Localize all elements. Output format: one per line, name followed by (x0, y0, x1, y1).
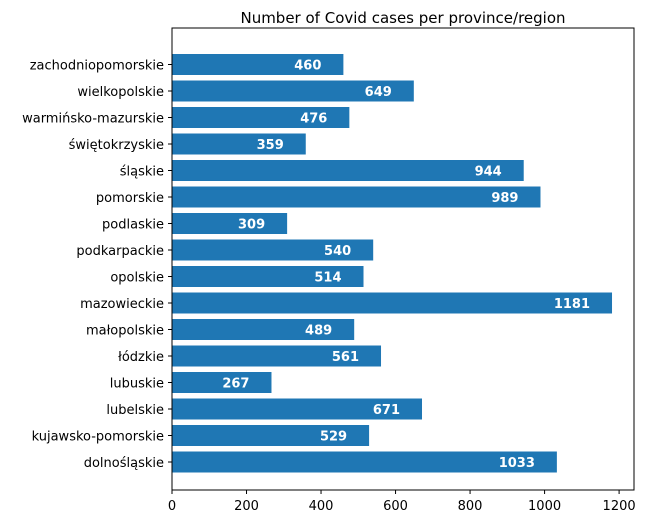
bars-layer (172, 54, 613, 473)
bar-value-label: 476 (300, 112, 327, 127)
plot-frame (171, 27, 635, 491)
bar-value-label: 359 (257, 138, 284, 153)
bar-value-label: 989 (491, 191, 518, 206)
bar-value-label: 1181 (554, 297, 590, 312)
category-label: warmińsko-mazurskie (22, 112, 164, 127)
bar-value-label: 529 (320, 430, 347, 445)
bar-value-label: 1033 (499, 456, 535, 471)
category-label: świętokrzyskie (69, 138, 164, 153)
bar (172, 54, 344, 75)
category-label: pomorskie (96, 191, 164, 206)
bar (172, 107, 350, 128)
bar-value-label: 561 (332, 350, 359, 365)
x-tick-label: 800 (458, 499, 483, 514)
category-label: mazowieckie (80, 297, 164, 312)
bar-value-label: 514 (314, 271, 341, 286)
x-tick-label: 600 (383, 499, 408, 514)
category-label: łódzkie (118, 350, 164, 365)
category-label: opolskie (110, 271, 164, 286)
x-tick-label: 400 (309, 499, 334, 514)
bar (172, 451, 557, 473)
x-tick-label: 200 (234, 499, 259, 514)
bar (172, 319, 355, 340)
axes-layer: dolnośląskie kujawsko-pomorskie lubelskie l… (22, 59, 636, 515)
x-tick-label: 0 (168, 499, 176, 514)
category-label: lubuskie (110, 377, 164, 392)
bar (172, 133, 306, 155)
category-label: zachodniopomorskie (30, 59, 164, 74)
category-label: podlaskie (102, 218, 164, 233)
bar (172, 345, 382, 367)
x-tick-label: 1200 (603, 499, 636, 514)
bar (172, 160, 524, 181)
bar-value-label: 944 (475, 165, 502, 180)
bar-value-label: 309 (238, 218, 265, 233)
bar-value-label: 489 (305, 324, 332, 339)
bar-value-label: 649 (365, 85, 392, 100)
category-label: wielkopolskie (77, 85, 164, 100)
bar (172, 398, 423, 420)
x-tick-label: 1000 (528, 499, 561, 514)
bar (172, 239, 374, 261)
category-label: małopolskie (86, 324, 164, 339)
category-label: podkarpackie (76, 244, 164, 259)
bar (172, 186, 541, 208)
bar (172, 80, 414, 102)
bar-value-label: 267 (222, 377, 249, 392)
chart-title: Number of Covid cases per province/regio… (240, 9, 565, 27)
bar (172, 213, 288, 234)
bar (172, 372, 272, 393)
bar-value-label: 460 (294, 59, 321, 74)
category-label: kujawsko-pomorskie (32, 430, 164, 445)
bar-value-label: 671 (373, 403, 400, 418)
bar-value-label: 540 (324, 244, 351, 259)
bar (172, 425, 370, 446)
category-label: lubelskie (106, 403, 164, 418)
category-label: dolnośląskie (84, 456, 164, 471)
bar (172, 266, 364, 287)
bar (172, 292, 613, 314)
category-label: śląskie (120, 165, 164, 180)
